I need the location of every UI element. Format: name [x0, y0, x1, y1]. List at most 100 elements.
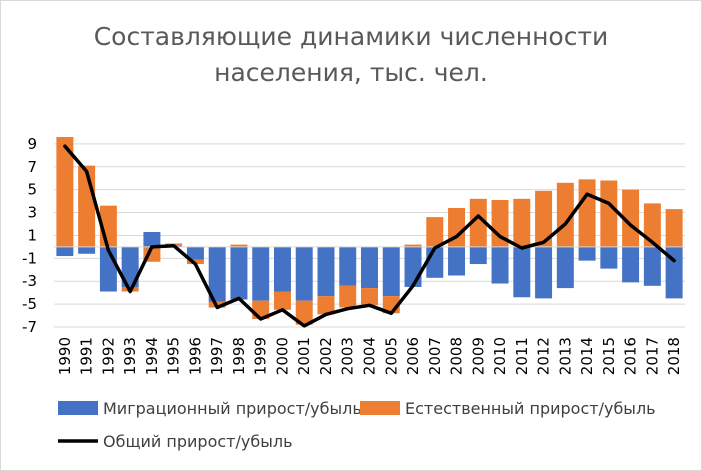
migration-bar — [186, 246, 204, 260]
natural-bar — [643, 203, 661, 247]
total-line — [63, 144, 676, 328]
migration-bar — [600, 246, 618, 269]
natural-bar — [361, 288, 378, 306]
chart-title-line-1: Составляющие динамики численности — [93, 22, 609, 51]
chart-title: Составляющие динамики численности населе… — [1, 19, 701, 91]
natural-bar — [469, 198, 487, 247]
legend-label-total: Общий прирост/убыль — [103, 432, 293, 451]
migration-bar — [295, 246, 313, 301]
y-tick-label: -3 — [22, 272, 37, 290]
x-tick-label: 2001 — [295, 337, 313, 375]
natural-bar — [556, 182, 574, 247]
x-tick-label: 1990 — [56, 337, 74, 375]
x-tick-label: 1998 — [230, 337, 248, 375]
y-tick-label: 1 — [27, 226, 37, 244]
legend: Миграционный прирост/убыль Естественный п… — [58, 399, 656, 451]
migration-bar — [317, 246, 335, 297]
migration-bar — [643, 246, 661, 286]
migration-bar — [339, 246, 357, 286]
x-tick-label: 2002 — [317, 337, 335, 375]
x-tick-label: 1992 — [99, 337, 117, 375]
legend-swatch-natural — [360, 401, 400, 415]
x-tick-label: 1995 — [165, 337, 183, 375]
y-tick-label: -5 — [22, 295, 37, 313]
migration-bar — [56, 246, 74, 257]
x-tick-label: 2017 — [643, 337, 661, 375]
x-tick-label: 2011 — [513, 337, 531, 375]
natural-bar — [186, 259, 204, 265]
y-tick-label: 7 — [27, 158, 37, 176]
x-tick-label: 2014 — [578, 337, 596, 375]
legend-label-natural: Естественный прирост/убыль — [405, 399, 656, 418]
migration-bar — [208, 246, 226, 302]
natural-bar — [295, 300, 313, 325]
migration-bar — [513, 246, 531, 298]
natural-bar — [317, 296, 335, 315]
x-tick-label: 2008 — [448, 337, 466, 375]
y-tick-label: -7 — [22, 318, 37, 336]
migration-bar — [448, 246, 466, 276]
migration-bar — [469, 246, 487, 265]
natural-bar — [56, 137, 74, 247]
natural-bar — [665, 209, 683, 247]
migration-bar — [382, 246, 400, 297]
natural-bar — [491, 199, 509, 247]
migration-bar — [556, 246, 574, 289]
legend-swatch-migration — [58, 401, 98, 415]
natural-bar — [513, 198, 531, 247]
y-axis-ticks: -7 -5 -3 -1 1 3 5 7 9 — [22, 135, 37, 336]
x-tick-label: 2015 — [600, 337, 618, 375]
natural-bar — [426, 217, 444, 247]
migration-bar — [361, 246, 378, 289]
y-tick-label: 3 — [27, 204, 37, 222]
x-tick-label: 2000 — [273, 337, 291, 375]
y-tick-label: 5 — [27, 181, 37, 199]
x-tick-label: 2018 — [665, 337, 683, 375]
x-tick-label: 2013 — [556, 337, 574, 375]
migration-bar — [78, 246, 96, 254]
x-tick-label: 2009 — [469, 337, 487, 375]
x-tick-label: 2016 — [622, 337, 640, 375]
migration-bar — [491, 246, 509, 284]
migration-bar — [230, 246, 248, 300]
x-tick-label: 2006 — [404, 337, 422, 375]
migration-bar — [622, 246, 640, 283]
x-tick-label: 2003 — [339, 337, 357, 375]
x-tick-label: 2010 — [491, 337, 509, 375]
x-tick-label: 1991 — [78, 337, 96, 375]
migration-bar — [404, 246, 422, 287]
bars — [56, 137, 683, 325]
migration-bar — [121, 246, 139, 287]
chart-title-line-2: населения, тыс. чел. — [214, 58, 488, 87]
migration-bar — [143, 232, 161, 247]
natural-bar — [600, 180, 618, 247]
y-tick-label: -1 — [22, 249, 37, 267]
natural-bar — [273, 291, 291, 310]
x-axis-ticks: 1990 1991 1992 1993 1994 1995 1996 1997 1998 1999… — [56, 337, 683, 375]
natural-bar — [339, 285, 357, 308]
x-tick-label: 1994 — [143, 337, 161, 375]
migration-bar — [273, 246, 291, 292]
y-tick-label: 9 — [27, 135, 37, 153]
x-tick-label: 2007 — [426, 337, 444, 375]
total-series-line — [63, 144, 676, 328]
x-tick-label: 1999 — [252, 337, 270, 375]
natural-bar — [230, 244, 248, 247]
natural-bar — [404, 244, 422, 247]
x-tick-label: 2004 — [361, 337, 379, 375]
x-tick-label: 1993 — [121, 337, 139, 375]
legend-label-migration: Миграционный прирост/убыль — [103, 399, 362, 418]
migration-bar — [665, 246, 683, 299]
natural-bar — [622, 189, 640, 247]
x-tick-label: 2012 — [535, 337, 553, 375]
x-tick-label: 1996 — [186, 337, 204, 375]
x-tick-label: 1997 — [208, 337, 226, 375]
migration-bar — [252, 246, 270, 301]
migration-bar — [535, 246, 553, 299]
x-tick-label: 2005 — [382, 337, 400, 375]
natural-bar — [578, 179, 596, 247]
natural-bar — [535, 190, 553, 247]
migration-bar — [578, 246, 596, 261]
